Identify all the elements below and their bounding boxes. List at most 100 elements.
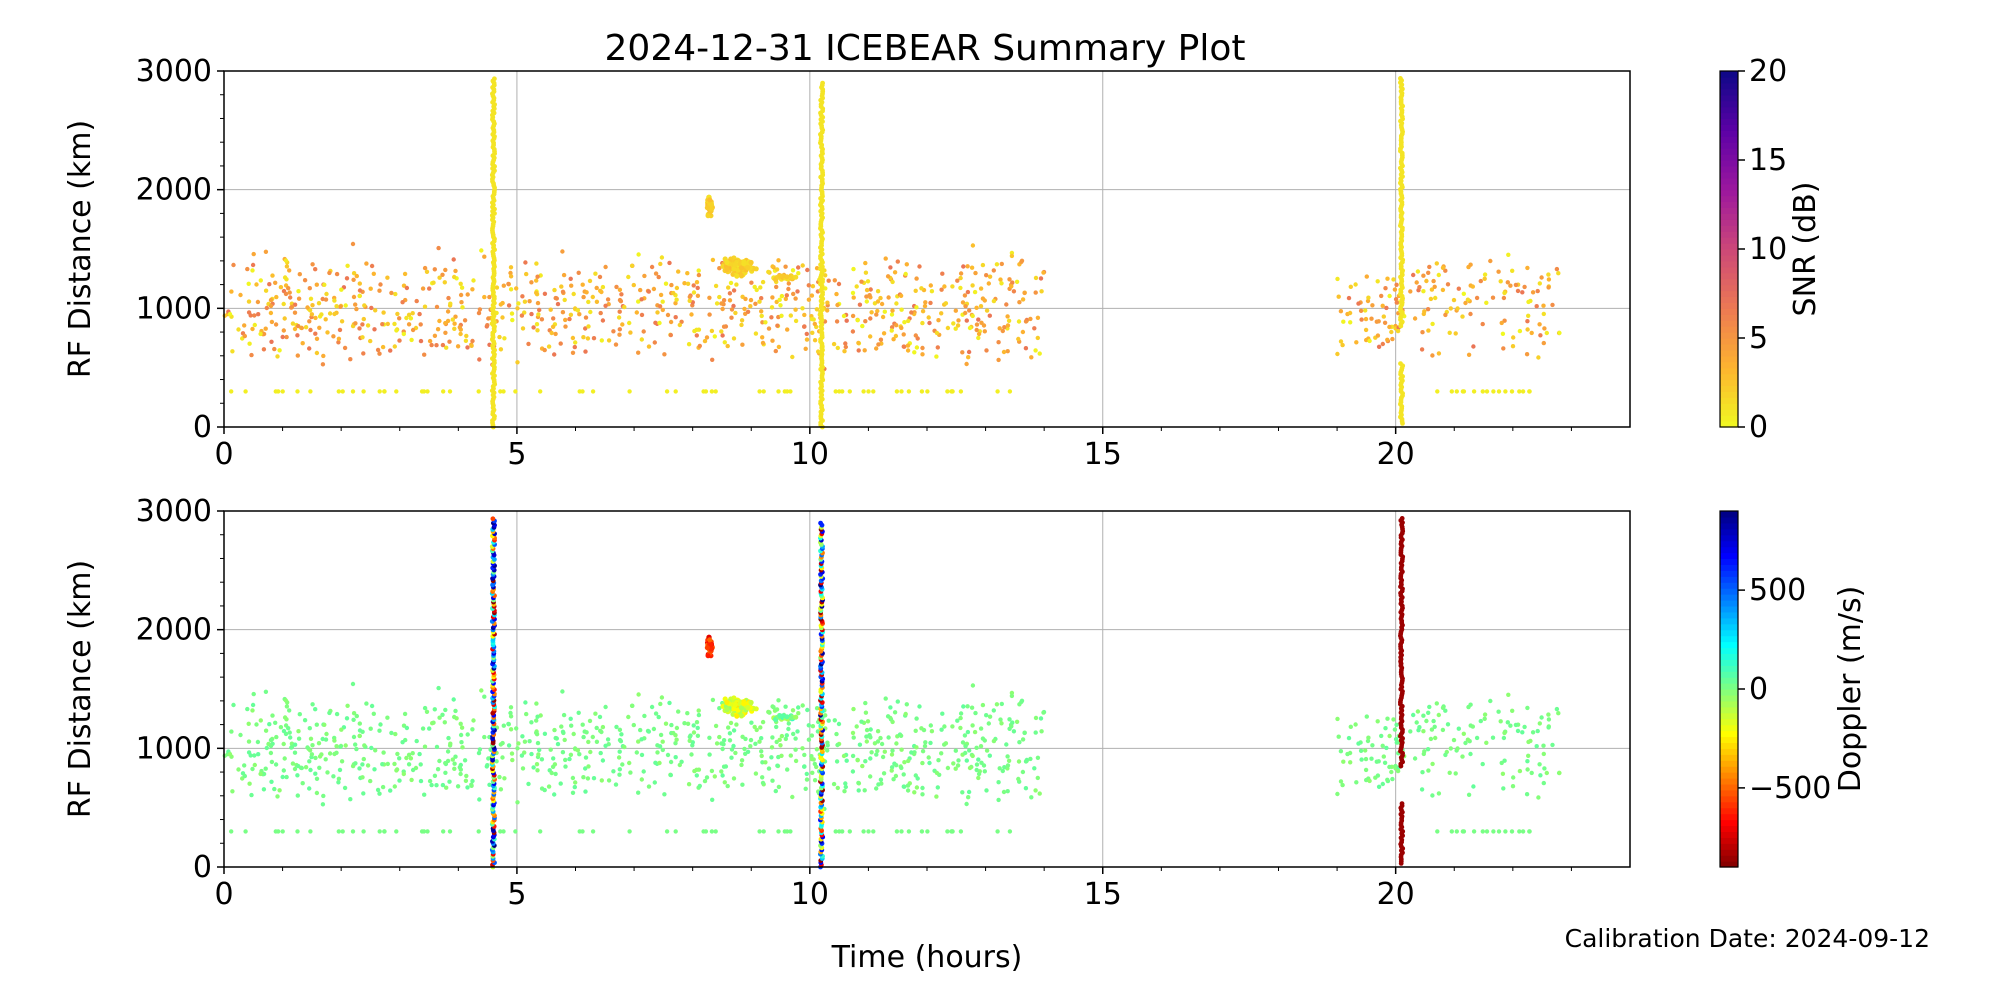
data-point: [1517, 768, 1523, 774]
data-point: [987, 753, 992, 758]
colorbar-swatch: [1720, 171, 1738, 179]
data-point: [321, 353, 326, 359]
data-point: [325, 330, 330, 335]
data-point: [558, 781, 563, 786]
data-point: [1004, 742, 1009, 747]
data-point: [1517, 389, 1522, 394]
data-point: [713, 389, 718, 394]
colorbar-swatch: [1720, 82, 1738, 90]
data-point: [283, 698, 289, 703]
data-point: [674, 285, 680, 291]
data-point: [1382, 320, 1388, 325]
data-point: [984, 348, 989, 353]
data-point: [1482, 712, 1488, 717]
data-point: [788, 829, 793, 834]
data-point: [705, 653, 711, 659]
data-point: [861, 829, 866, 834]
data-point: [275, 354, 280, 359]
data-point: [568, 276, 573, 281]
data-point: [646, 729, 651, 734]
data-point: [1348, 284, 1354, 289]
data-point: [542, 291, 548, 296]
data-point: [452, 766, 457, 771]
data-point: [229, 829, 234, 834]
data-point: [1448, 306, 1454, 311]
data-point: [622, 304, 627, 310]
data-point: [809, 293, 815, 298]
data-point: [745, 704, 751, 711]
data-point: [429, 782, 434, 788]
data-point: [972, 289, 978, 295]
data-point: [457, 765, 462, 770]
data-point: [1448, 746, 1454, 751]
data-point: [709, 768, 715, 774]
data-point: [856, 340, 861, 346]
data-point: [422, 705, 428, 711]
data-point: [571, 731, 576, 737]
data-point: [1496, 829, 1502, 834]
colorbar-tick-label: 0: [1749, 410, 1768, 445]
data-point: [894, 763, 899, 768]
data-point: [710, 357, 715, 362]
colorbar-swatch: [1720, 379, 1738, 387]
data-point: [709, 328, 715, 334]
data-point: [458, 281, 463, 286]
data-point: [641, 329, 646, 334]
data-point: [1029, 795, 1034, 800]
data-point: [844, 318, 849, 323]
x-tick-label: 0: [214, 877, 233, 912]
data-point: [529, 720, 534, 725]
data-point: [757, 389, 762, 394]
data-point: [942, 284, 947, 289]
data-point: [448, 741, 453, 746]
y-tick-label: 1000: [136, 731, 212, 766]
data-point: [1539, 275, 1544, 280]
data-point: [1376, 344, 1382, 349]
data-point: [685, 711, 690, 716]
data-point: [1399, 516, 1405, 521]
data-point: [720, 746, 725, 752]
data-point: [651, 286, 657, 292]
data-point: [458, 721, 463, 726]
data-point: [777, 273, 783, 279]
data-point: [465, 292, 470, 297]
data-point: [1447, 330, 1452, 335]
data-point: [414, 738, 419, 744]
data-point: [893, 773, 899, 779]
data-point: [682, 721, 687, 726]
data-point: [599, 338, 604, 343]
data-point: [334, 271, 340, 277]
data-point: [580, 829, 585, 834]
data-point: [889, 765, 895, 770]
data-point: [1463, 740, 1468, 746]
data-point: [864, 299, 869, 304]
data-point: [862, 788, 867, 793]
data-point: [885, 274, 891, 279]
data-point: [696, 272, 702, 278]
data-point: [1443, 752, 1448, 758]
data-point: [515, 360, 520, 365]
data-point: [803, 786, 808, 791]
colorbar-swatch: [1720, 588, 1738, 595]
data-point: [895, 259, 900, 264]
data-point: [1363, 308, 1368, 313]
data-point: [901, 332, 906, 337]
data-point: [451, 257, 456, 262]
data-point: [875, 729, 881, 734]
data-point: [470, 727, 475, 732]
data-point: [626, 714, 631, 720]
data-point: [634, 310, 639, 315]
data-point: [1525, 767, 1530, 772]
data-point: [1411, 272, 1416, 278]
colorbar-swatch: [1720, 617, 1738, 625]
data-point: [1505, 280, 1511, 285]
data-point: [458, 771, 463, 777]
data-point: [258, 278, 263, 283]
data-point: [479, 248, 484, 253]
data-point: [284, 704, 290, 709]
data-point: [841, 313, 847, 319]
data-point: [912, 350, 917, 355]
data-point: [519, 313, 525, 318]
data-point: [314, 776, 320, 781]
data-point: [353, 302, 358, 307]
